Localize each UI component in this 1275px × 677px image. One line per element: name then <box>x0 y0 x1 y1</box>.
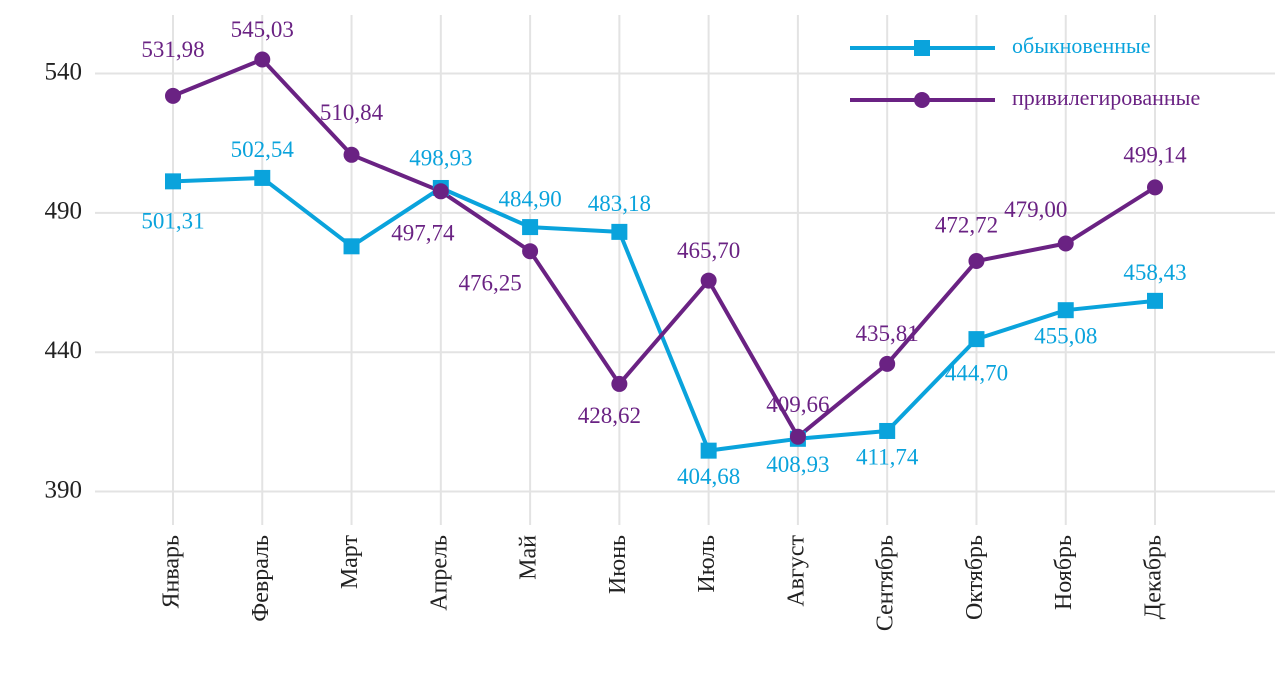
data-label: 498,93 <box>409 145 472 170</box>
x-tick-label: Январь <box>159 535 185 609</box>
legend-label: обыкновенные <box>1012 33 1151 58</box>
marker <box>968 331 985 348</box>
data-label: 404,68 <box>677 464 740 489</box>
data-label: 472,72 <box>935 212 998 237</box>
data-label: 483,18 <box>588 191 651 216</box>
data-label: 545,03 <box>231 17 294 42</box>
data-label: 411,74 <box>856 444 919 469</box>
legend-marker <box>914 92 930 108</box>
data-label: 499,14 <box>1123 143 1187 168</box>
y-tick-label: 540 <box>45 58 83 85</box>
x-tick-label: Ноябрь <box>1051 535 1077 610</box>
data-label: 428,62 <box>578 403 641 428</box>
x-tick-label: Апрель <box>426 535 452 611</box>
y-tick-label: 490 <box>45 198 83 225</box>
marker <box>611 375 628 392</box>
marker <box>700 272 717 289</box>
x-tick-label: Март <box>337 534 363 589</box>
data-label: 408,93 <box>766 452 829 477</box>
marker <box>254 51 271 68</box>
marker <box>522 243 539 260</box>
data-label: 435,81 <box>856 321 919 346</box>
marker <box>343 238 360 255</box>
y-tick-label: 440 <box>45 337 83 364</box>
marker <box>700 442 717 459</box>
data-label: 409,66 <box>766 392 829 417</box>
series-line <box>172 57 1157 439</box>
data-label: 458,43 <box>1123 260 1186 285</box>
marker <box>432 183 449 200</box>
data-label: 531,98 <box>141 37 204 62</box>
data-label: 502,54 <box>231 137 295 162</box>
marker <box>165 87 181 104</box>
x-tick-label: Декабрь <box>1141 535 1167 619</box>
marker <box>1147 292 1163 309</box>
legend-label: привилегированные <box>1012 85 1200 110</box>
x-tick-label: Сентябрь <box>873 535 899 631</box>
data-label: 476,25 <box>458 270 521 295</box>
x-tick-label: Июнь <box>605 535 631 594</box>
data-label: 479,00 <box>1004 197 1067 222</box>
legend-marker <box>914 40 930 56</box>
marker <box>165 173 181 190</box>
marker <box>343 146 360 163</box>
data-label: 501,31 <box>141 209 204 234</box>
data-label: 455,08 <box>1034 323 1097 348</box>
data-label: 465,70 <box>677 238 740 263</box>
marker <box>522 219 539 236</box>
x-tick-label: Февраль <box>248 535 274 622</box>
data-label: 497,74 <box>391 221 455 246</box>
y-tick-label: 390 <box>45 476 83 503</box>
x-tick-label: Август <box>783 534 809 606</box>
x-tick-label: Май <box>516 535 542 580</box>
marker <box>879 422 896 439</box>
marker <box>879 355 896 372</box>
marker <box>789 428 806 445</box>
data-label: 444,70 <box>945 360 1008 385</box>
series-line <box>172 175 1156 453</box>
data-label: 510,84 <box>320 100 384 125</box>
marker <box>1057 235 1074 252</box>
marker <box>254 169 271 186</box>
marker <box>1057 302 1074 319</box>
x-tick-label: Июль <box>694 535 720 593</box>
marker <box>968 253 985 270</box>
marker <box>1147 179 1163 196</box>
x-tick-label: Октябрь <box>962 535 988 620</box>
data-label: 484,90 <box>498 186 561 211</box>
marker <box>611 223 628 240</box>
